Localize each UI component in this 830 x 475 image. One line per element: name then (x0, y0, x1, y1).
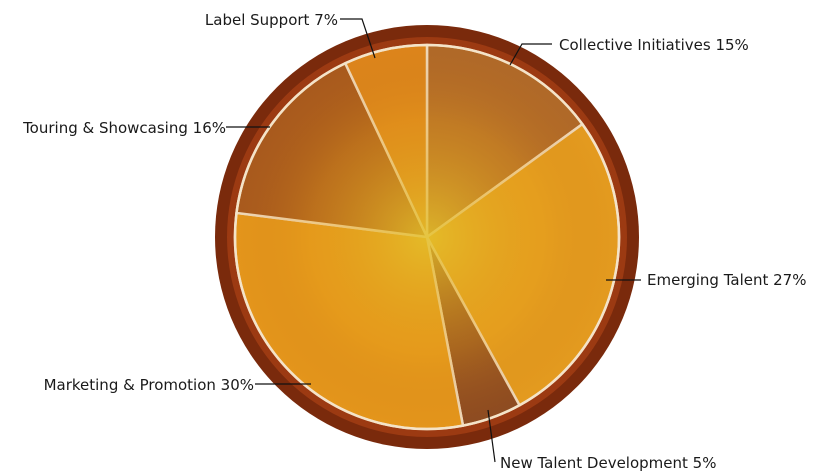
leader-new-talent (487, 409, 496, 463)
slice-labels: Collective Initiatives 15% Emerging Tale… (22, 11, 806, 472)
slice-label-new-talent: New Talent Development 5% (500, 454, 716, 472)
slice-label-emerging: Emerging Talent 27% (647, 271, 806, 289)
pie-slices (233, 43, 621, 431)
slice-label-collective: Collective Initiatives 15% (559, 36, 749, 54)
label-leaders (226, 18, 641, 463)
pie-outline (233, 43, 621, 431)
pie-slice-marketing (233, 211, 465, 431)
leader-label-support (340, 18, 376, 59)
slice-label-marketing: Marketing & Promotion 30% (44, 376, 254, 394)
leader-collective (509, 43, 552, 66)
slice-label-touring: Touring & Showcasing 16% (22, 119, 226, 137)
slice-label-label-support: Label Support 7% (205, 11, 338, 29)
